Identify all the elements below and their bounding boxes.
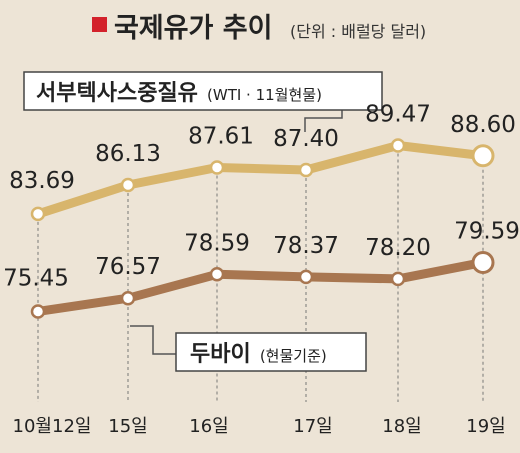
- x-tick-label: 15일: [108, 416, 147, 437]
- dubai-value-label: 79.59: [454, 218, 520, 244]
- x-tick-label: 17일: [293, 416, 332, 437]
- dubai-point: [298, 269, 314, 285]
- wti-point: [209, 160, 225, 175]
- dubai-label-sub: (현물기준): [260, 347, 327, 365]
- dubai-value-label: 78.59: [184, 230, 250, 256]
- x-tick-label: 10월12일: [13, 416, 92, 437]
- wti-series-label: 서부텍사스중질유 (WTI · 11월현물): [23, 71, 383, 111]
- svg-text:두바이 (현물기준): 두바이 (현물기준): [190, 342, 327, 367]
- wti-value-label: 89.47: [365, 101, 431, 127]
- dubai-series: [30, 250, 495, 319]
- dubai-value-label: 78.20: [365, 235, 431, 261]
- wti-value-label: 87.61: [188, 123, 254, 149]
- wti-value-label: 86.13: [95, 141, 161, 167]
- dubai-point: [390, 271, 406, 287]
- x-tick-label: 16일: [189, 416, 228, 437]
- chart-unit: (단위 : 배럴당 달러): [290, 22, 426, 41]
- dubai-label-connector: [130, 325, 178, 355]
- wti-point: [298, 162, 314, 178]
- dubai-value-label: 75.45: [3, 265, 69, 291]
- dubai-point: [471, 250, 495, 274]
- wti-value-label: 88.60: [450, 112, 516, 138]
- svg-text:서부텍사스중질유 (WTI · 11월현물): 서부텍사스중질유 (WTI · 11월현물): [36, 81, 322, 106]
- wti-point: [471, 144, 495, 168]
- dubai-value-label: 76.57: [95, 254, 161, 280]
- value-labels: 83.69 86.13 87.61 87.40 89.47 88.60 75.45 76.57…: [3, 101, 520, 291]
- wti-line: [33, 140, 488, 219]
- wti-point: [120, 177, 136, 193]
- wti-point: [390, 138, 406, 153]
- wti-series: [30, 138, 495, 222]
- dubai-value-label: 78.37: [273, 233, 339, 259]
- x-tick-label: 19일: [466, 416, 505, 437]
- chart-title: 국제유가 추이: [114, 13, 272, 44]
- dubai-point: [209, 267, 225, 282]
- dubai-point: [120, 290, 136, 306]
- dubai-point: [30, 304, 46, 319]
- dubai-series-label: 두바이 (현물기준): [175, 332, 367, 372]
- dubai-line: [33, 257, 488, 316]
- wti-label-name: 서부텍사스중질유: [36, 81, 198, 106]
- wti-label-sub: (WTI · 11월현물): [207, 86, 322, 104]
- wti-value-label: 83.69: [9, 168, 75, 194]
- wti-point: [30, 206, 46, 222]
- x-tick-label: 18일: [382, 416, 421, 437]
- title-marker: [92, 17, 107, 32]
- dubai-label-name: 두바이: [190, 342, 251, 367]
- wti-value-label: 87.40: [273, 126, 339, 152]
- x-axis-ticks: 10월12일 15일 16일 17일 18일 19일: [13, 416, 506, 437]
